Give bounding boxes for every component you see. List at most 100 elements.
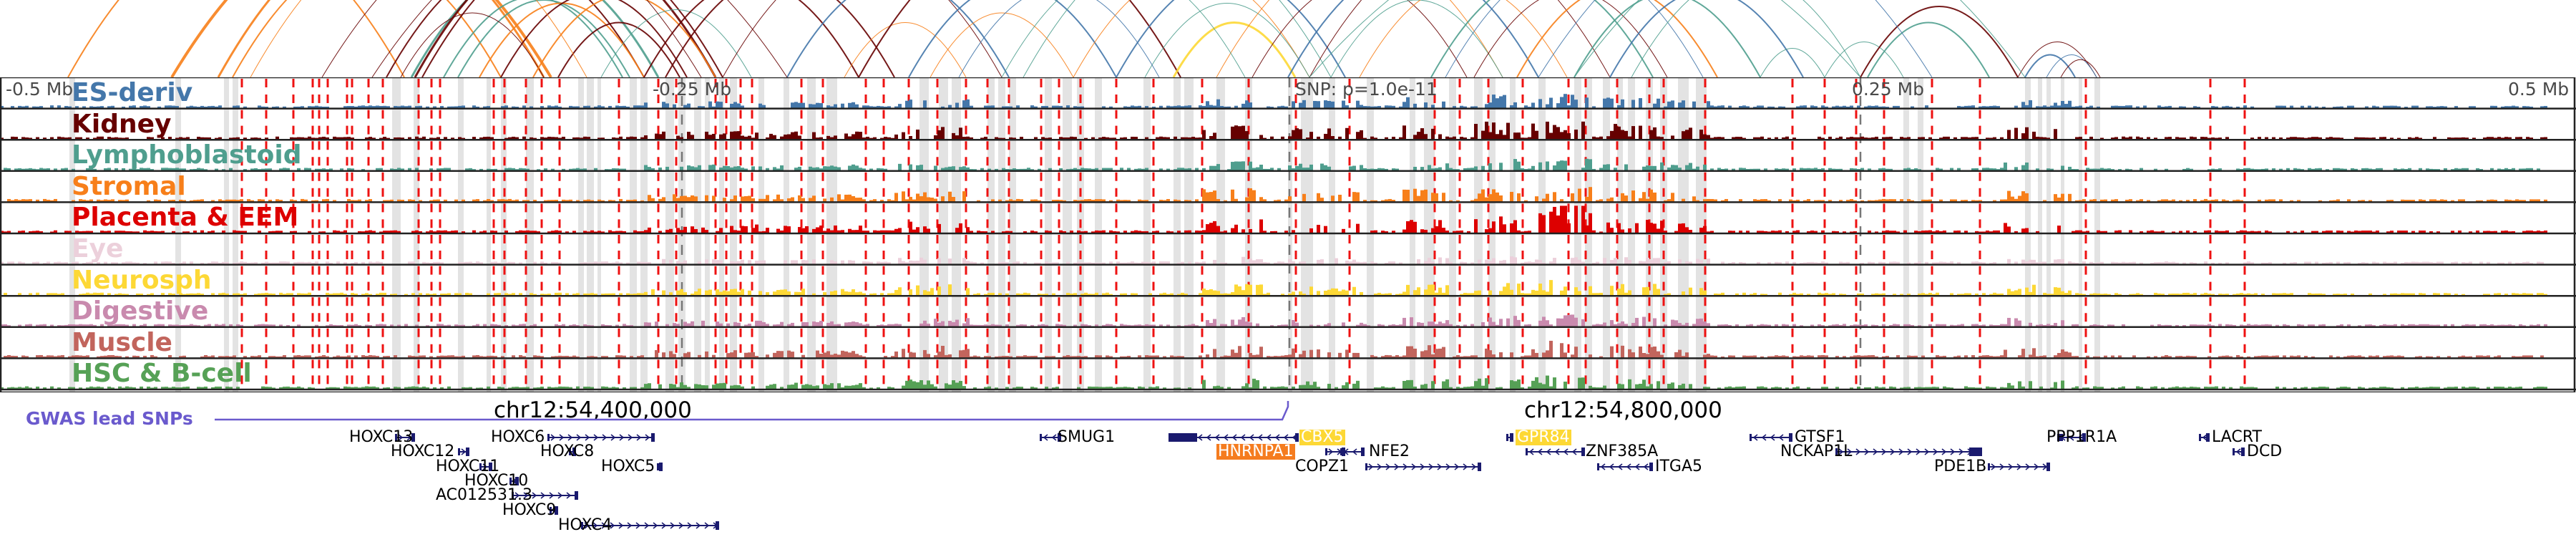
signal-bar — [844, 194, 848, 202]
signal-bar — [623, 324, 626, 326]
signal-bar — [1374, 230, 1377, 233]
signal-bar — [2494, 137, 2497, 140]
signal-bar — [1453, 356, 1456, 358]
signal-bar — [1839, 200, 1843, 202]
signal-bar — [927, 197, 930, 202]
signal-bar — [1488, 194, 1492, 202]
signal-bar — [1342, 228, 1345, 233]
signal-bar — [1599, 292, 1603, 296]
signal-bar — [522, 168, 526, 170]
signal-bar — [687, 323, 691, 326]
signal-bar — [2465, 324, 2469, 326]
signal-bar — [848, 102, 852, 108]
signal-bar — [272, 324, 275, 326]
signal-bar — [2401, 324, 2404, 326]
signal-bar — [1538, 284, 1542, 296]
signal-bar — [2365, 137, 2368, 140]
signal-bar — [1381, 200, 1385, 202]
signal-bar — [1760, 231, 1764, 233]
signal-bar — [1177, 105, 1181, 108]
signal-bar — [1095, 262, 1098, 264]
signal-bar — [440, 106, 444, 108]
signal-bar — [415, 387, 419, 389]
signal-bar — [2515, 262, 2519, 264]
signal-bar — [2368, 231, 2372, 233]
signal-bar — [2075, 324, 2079, 326]
signal-bar — [2401, 231, 2404, 233]
signal-bar — [250, 168, 254, 170]
signal-bar — [780, 199, 784, 202]
signal-bar — [347, 324, 351, 326]
signal-bar — [369, 354, 372, 358]
signal-bar — [1259, 259, 1263, 264]
signal-bar — [315, 105, 318, 108]
signal-bar — [236, 137, 240, 140]
signal-bar — [2497, 293, 2501, 296]
signal-bar — [562, 386, 565, 389]
signal-bar — [2039, 106, 2043, 108]
signal-bar — [2240, 200, 2243, 202]
signal-bar — [1535, 130, 1538, 140]
signal-bar — [1206, 354, 1209, 358]
signal-bar — [1102, 168, 1106, 170]
signal-bar — [1882, 356, 1885, 358]
signal-bar — [776, 194, 780, 202]
signal-bar — [111, 387, 114, 389]
signal-bar — [1256, 284, 1259, 296]
signal-bar — [326, 356, 329, 358]
signal-bar — [2490, 168, 2494, 170]
signal-bar — [200, 262, 204, 264]
signal-bar — [254, 294, 258, 296]
signal-bar — [150, 137, 154, 140]
signal-bar — [898, 258, 902, 264]
signal-bar — [351, 387, 354, 389]
highlight-band — [807, 77, 816, 392]
signal-bar — [1263, 168, 1267, 170]
track-kidney — [0, 121, 2576, 141]
signal-bar — [1692, 324, 1696, 326]
signal-bar — [1875, 231, 1878, 233]
signal-bar — [619, 231, 623, 233]
signal-bar — [1639, 125, 1642, 140]
signal-bar — [2036, 262, 2039, 264]
signal-bar — [780, 289, 784, 296]
signal-bar — [2544, 137, 2547, 140]
signal-bar — [1055, 105, 1059, 108]
signal-bar — [1120, 293, 1123, 296]
signal-bar — [1714, 355, 1717, 358]
signal-bar — [2422, 324, 2426, 326]
signal-bar — [1599, 231, 1603, 233]
signal-bar — [376, 387, 379, 389]
signal-bar — [2497, 137, 2501, 140]
signal-bar — [1460, 356, 1463, 358]
signal-bar — [1739, 168, 1742, 170]
signal-bar — [1703, 226, 1707, 233]
signal-bar — [2250, 324, 2254, 326]
signal-bar — [318, 137, 322, 140]
signal-bar — [211, 200, 215, 202]
signal-bar — [361, 387, 365, 389]
signal-bar — [333, 293, 336, 296]
interaction-arc — [1516, 0, 1718, 77]
signal-bar — [687, 165, 691, 170]
signal-bar — [1023, 324, 1027, 326]
signal-bar — [2007, 289, 2011, 296]
signal-bar — [361, 355, 365, 358]
signal-bar — [1596, 137, 1599, 140]
signal-bar — [1699, 228, 1703, 233]
signal-bar — [927, 291, 930, 296]
signal-bar — [2283, 324, 2286, 326]
signal-bar — [114, 168, 118, 170]
signal-bar — [2529, 168, 2533, 170]
signal-bar — [172, 294, 175, 296]
signal-bar — [286, 324, 290, 326]
signal-bar — [683, 353, 687, 358]
signal-bar — [1664, 231, 1667, 233]
signal-bar — [2225, 324, 2229, 326]
signal-bar — [1095, 168, 1098, 170]
highlight-band — [705, 77, 710, 392]
signal-bar — [89, 261, 93, 264]
signal-bar — [2268, 231, 2272, 233]
signal-bar — [515, 231, 519, 233]
signal-bar — [2422, 261, 2426, 264]
